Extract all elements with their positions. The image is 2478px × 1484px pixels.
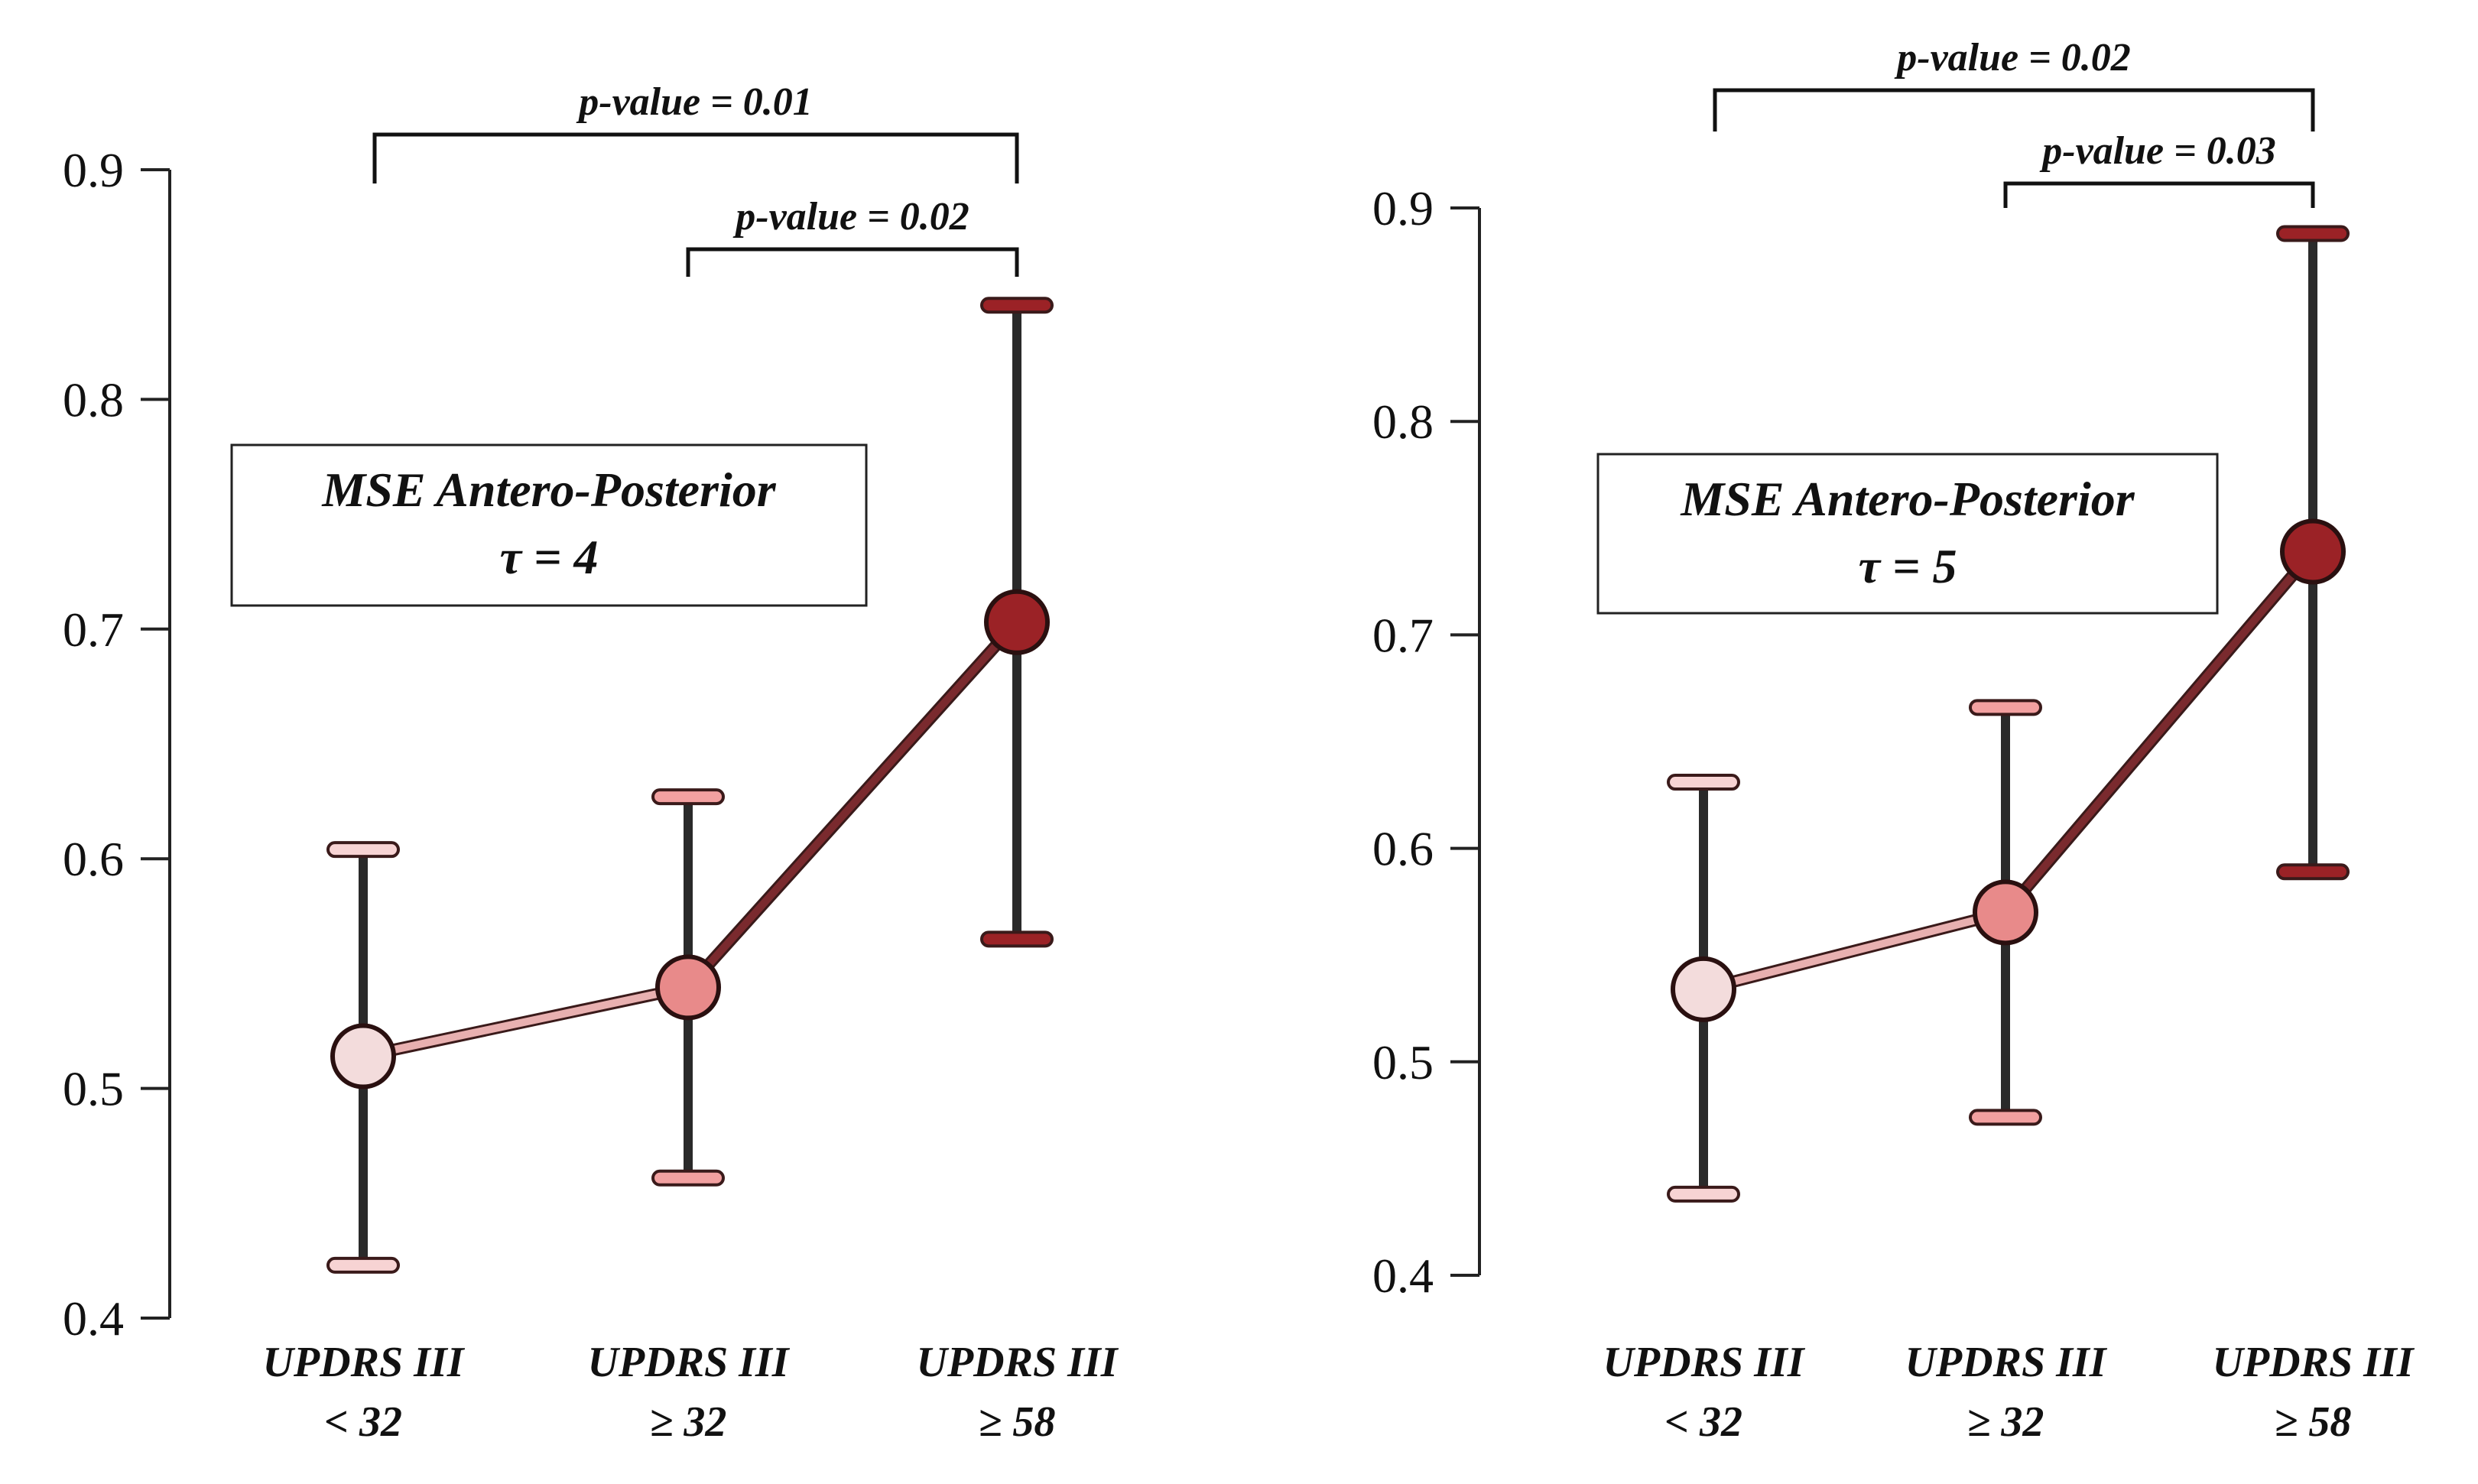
error-cap-upper: [651, 788, 725, 806]
error-cap-lower: [1667, 1185, 1740, 1203]
panel-label-text: MSE Antero-Posterior: [1680, 472, 2135, 526]
error-cap-upper: [1969, 699, 2042, 716]
y-tick-label: 0.7: [63, 602, 124, 657]
mean-line-segment: [2002, 547, 2317, 917]
x-category-label: UPDRS III ≥ 58: [917, 1339, 1119, 1446]
y-tick-label: 0.5: [1372, 1035, 1434, 1089]
x-category-label-line: UPDRS III: [263, 1339, 466, 1386]
error-cap-lower: [326, 1256, 400, 1274]
p-value-label: p-value = 0.01: [576, 80, 812, 124]
x-category-label-line: < 32: [324, 1398, 402, 1446]
mean-line-segment: [684, 618, 1021, 992]
x-category-label: UPDRS III < 32: [263, 1339, 466, 1446]
significance-bracket: [372, 132, 1019, 183]
panel-label-box: [230, 443, 868, 607]
mean-line-segment: [359, 983, 692, 1060]
error-cap-upper: [980, 297, 1054, 314]
y-tick-label: 0.4: [63, 1291, 124, 1346]
mean-point: [1973, 879, 2038, 946]
mean-line-segment: [1700, 908, 2009, 993]
error-cap-lower: [651, 1169, 725, 1187]
panel-label-text: τ = 4: [500, 530, 599, 584]
x-category-label-line: UPDRS III: [1905, 1339, 2108, 1386]
y-tick-label: 0.6: [63, 832, 124, 886]
mean-point: [2280, 518, 2346, 585]
p-value-label: p-value = 0.02: [732, 195, 969, 239]
error-cap-lower: [2276, 863, 2350, 881]
x-category-label: UPDRS III ≥ 32: [1905, 1339, 2108, 1446]
mean-point: [655, 954, 721, 1021]
x-category-label-line: ≥ 58: [2275, 1398, 2352, 1446]
panel-label-text: MSE Antero-Posterior: [321, 463, 776, 517]
x-category-label-line: UPDRS III: [917, 1339, 1119, 1386]
x-category-label: UPDRS III ≥ 58: [2213, 1339, 2415, 1446]
mean-point: [330, 1023, 396, 1089]
panel-label-box: [1596, 453, 2219, 615]
x-category-label-line: ≥ 32: [650, 1398, 727, 1446]
x-category-label-line: < 32: [1664, 1398, 1742, 1446]
error-cap-upper: [1667, 774, 1740, 791]
significance-bracket: [686, 247, 1019, 277]
p-value-label: p-value = 0.02: [1894, 36, 2130, 80]
mean-point: [1671, 956, 1736, 1022]
y-tick-label: 0.8: [1372, 395, 1434, 449]
y-tick-label: 0.4: [1372, 1249, 1434, 1303]
y-tick-label: 0.8: [63, 372, 124, 427]
y-tick-label: 0.5: [63, 1062, 124, 1116]
y-tick-label: 0.9: [63, 143, 124, 197]
x-category-label-line: UPDRS III: [588, 1339, 791, 1386]
x-category-label: UPDRS III < 32: [1603, 1339, 1806, 1446]
panel-label-text: τ = 5: [1859, 539, 1957, 593]
y-tick-label: 0.6: [1372, 822, 1434, 876]
significance-bracket: [1713, 88, 2315, 132]
significance-bracket: [2003, 181, 2315, 208]
error-cap-lower: [1969, 1109, 2042, 1126]
error-cap-upper: [2276, 225, 2350, 242]
mean-point: [984, 589, 1050, 655]
p-value-label: p-value = 0.03: [2039, 129, 2275, 173]
x-category-label-line: ≥ 32: [1967, 1398, 2044, 1446]
y-tick-label: 0.7: [1372, 608, 1434, 662]
error-cap-lower: [980, 930, 1054, 948]
x-category-label-line: UPDRS III: [2213, 1339, 2415, 1386]
x-category-label-line: ≥ 58: [979, 1398, 1056, 1446]
x-category-label: UPDRS III ≥ 32: [588, 1339, 791, 1446]
x-category-label-line: UPDRS III: [1603, 1339, 1806, 1386]
error-cap-upper: [326, 841, 400, 859]
y-tick-label: 0.9: [1372, 181, 1434, 235]
